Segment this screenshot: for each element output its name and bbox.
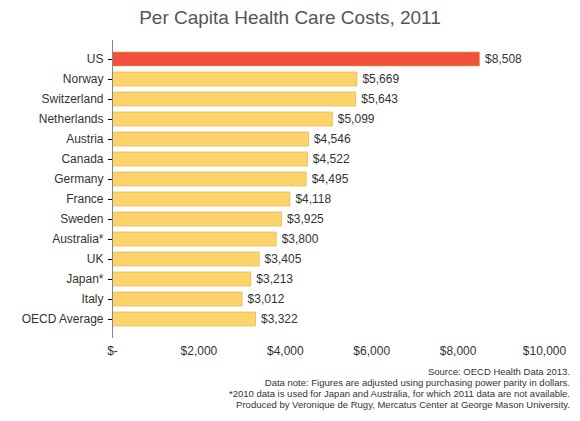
svg-text:$4,546: $4,546 — [314, 132, 351, 146]
svg-text:$4,000: $4,000 — [267, 344, 304, 358]
svg-text:OECD Average: OECD Average — [22, 312, 104, 326]
svg-text:$3,213: $3,213 — [256, 272, 293, 286]
svg-text:$8,000: $8,000 — [440, 344, 477, 358]
svg-text:Canada: Canada — [61, 152, 103, 166]
svg-text:$4,522: $4,522 — [313, 152, 350, 166]
svg-text:UK: UK — [87, 252, 104, 266]
svg-text:$2,000: $2,000 — [181, 344, 218, 358]
svg-text:$3,012: $3,012 — [248, 292, 285, 306]
svg-text:$3,405: $3,405 — [265, 252, 302, 266]
svg-text:France: France — [66, 192, 104, 206]
svg-text:Germany: Germany — [54, 172, 103, 186]
svg-text:$5,099: $5,099 — [338, 112, 375, 126]
svg-text:$3,925: $3,925 — [287, 212, 324, 226]
html-text:Source: OECD Health Data 2013.: Source: OECD Health Data 2013. — [428, 366, 570, 377]
svg-text:$6,000: $6,000 — [353, 344, 390, 358]
svg-text:$5,669: $5,669 — [362, 72, 399, 86]
svg-text:Australia*: Australia* — [52, 232, 104, 246]
svg-text:US: US — [87, 52, 104, 66]
html-text:Data note: Figures are adjuste: Data note: Figures are adjusted using pu… — [264, 377, 570, 388]
svg-text:$-: $- — [107, 344, 118, 358]
html-text:*2010 data is used for Japan a: *2010 data is used for Japan and Austral… — [229, 388, 570, 399]
svg-text:$8,508: $8,508 — [485, 52, 522, 66]
svg-text:$3,800: $3,800 — [282, 232, 319, 246]
svg-text:$3,322: $3,322 — [261, 312, 298, 326]
svg-text:Netherlands: Netherlands — [39, 112, 104, 126]
svg-text:Switzerland: Switzerland — [41, 92, 103, 106]
svg-text:Norway: Norway — [63, 72, 104, 86]
svg-text:Sweden: Sweden — [60, 212, 103, 226]
svg-text:Italy: Italy — [81, 292, 103, 306]
svg-text:Japan*: Japan* — [66, 272, 104, 286]
html-text:Per Capita Health Care Costs,: Per Capita Health Care Costs, 2011 — [139, 7, 441, 28]
svg-text:$4,118: $4,118 — [295, 192, 331, 206]
svg-text:$4,495: $4,495 — [312, 172, 349, 186]
svg-text:Austria: Austria — [66, 132, 104, 146]
svg-text:$5,643: $5,643 — [361, 92, 398, 106]
svg-text:$10,000: $10,000 — [523, 344, 567, 358]
html-text:Produced by Veronique de Rugy,: Produced by Veronique de Rugy, Mercatus … — [236, 399, 570, 410]
